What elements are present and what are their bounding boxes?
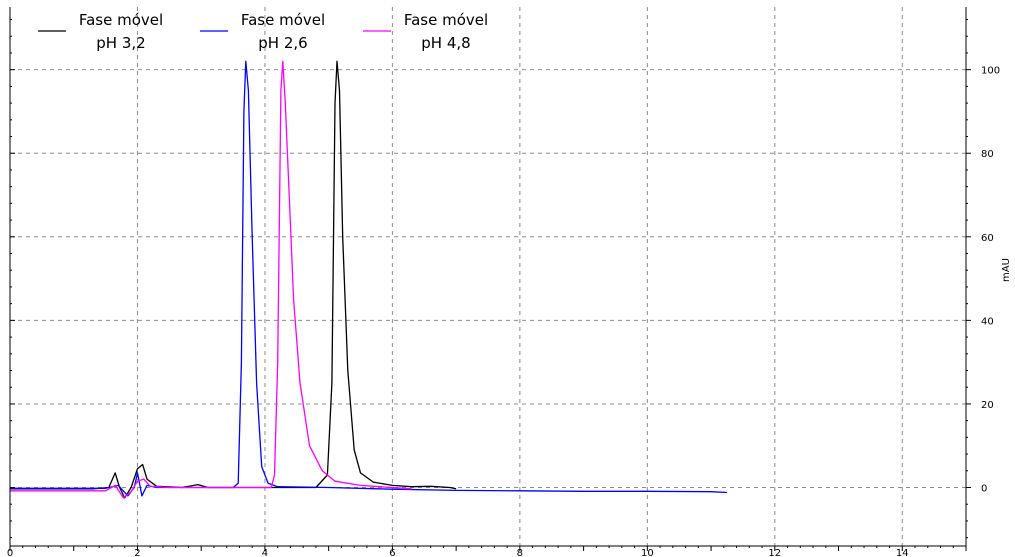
legend-label-line2: pH 4,8 bbox=[421, 34, 470, 52]
y-tick-label: 80 bbox=[981, 149, 994, 160]
series-trace bbox=[10, 60, 728, 497]
x-tick-label: 10 bbox=[641, 548, 654, 557]
legend-label-line1: Fase móvel bbox=[241, 11, 325, 29]
y-tick-label: 20 bbox=[981, 400, 994, 411]
y-tick-label: 0 bbox=[981, 484, 987, 495]
chromatogram-traces bbox=[10, 60, 728, 499]
x-tick-label: 12 bbox=[768, 548, 781, 557]
legend-label-line2: pH 2,6 bbox=[258, 34, 307, 52]
legend-label-line2: pH 3,2 bbox=[96, 34, 145, 52]
x-tick-label: 0 bbox=[7, 548, 13, 557]
legend-label-line1: Fase móvel bbox=[404, 11, 488, 29]
legend-label-line1: Fase móvel bbox=[79, 11, 163, 29]
x-tick-label: 4 bbox=[262, 548, 268, 557]
axes: 0 2 4 6 8 10 12 14 0 20 40 60 80 100 bbox=[7, 7, 1000, 557]
y-tick-label: 100 bbox=[981, 66, 1000, 77]
y-axis-unit-label: mAU bbox=[1001, 258, 1012, 282]
y-tick-label: 40 bbox=[981, 316, 994, 327]
x-tick-label: 6 bbox=[389, 548, 395, 557]
grid-lines bbox=[10, 7, 966, 546]
x-tick-label: 8 bbox=[517, 548, 523, 557]
legend: Fase móvel pH 3,2 Fase móvel pH 2,6 Fase móv… bbox=[38, 11, 488, 52]
x-tick-label: 2 bbox=[134, 548, 140, 557]
series-trace bbox=[10, 60, 412, 499]
x-tick-label: 14 bbox=[896, 548, 909, 557]
y-tick-label: 60 bbox=[981, 233, 994, 244]
